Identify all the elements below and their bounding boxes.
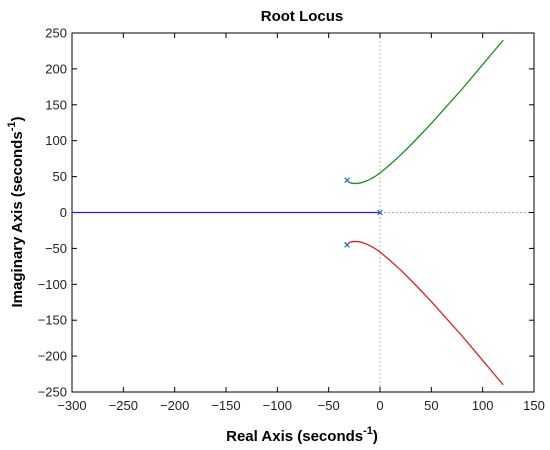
y-tick-label: 200: [45, 61, 67, 76]
x-axis-label-close: ): [373, 428, 378, 445]
y-tick-label: −150: [38, 313, 67, 328]
pole-marker-1: [344, 177, 351, 184]
y-tick-label: −200: [38, 349, 67, 364]
x-tick-label: −150: [211, 398, 240, 413]
y-axis-label: Imaginary Axis (seconds-1): [6, 117, 26, 308]
x-tick-label: 150: [523, 398, 545, 413]
locus-branch-1: [346, 39, 504, 185]
x-axis-label-exponent: -1: [363, 425, 373, 437]
x-tick-label: 50: [424, 398, 438, 413]
pole-marker-2: [344, 241, 351, 248]
x-tick-label: −50: [318, 398, 340, 413]
x-tick-label: −200: [160, 398, 189, 413]
chart-title: Root Locus: [261, 8, 344, 25]
y-axis-label-close: ): [9, 117, 26, 122]
y-tick-label: 250: [45, 26, 67, 41]
poles-layer: [344, 177, 383, 248]
x-tick-label: 100: [472, 398, 494, 413]
x-axis-label: Real Axis (seconds-1): [226, 425, 378, 445]
x-axis-ticks: −300 −250 −200 −150 −100 −50 0 50 100 150: [57, 33, 545, 413]
locus-branch-2: [346, 240, 504, 386]
y-axis-label-exponent: -1: [6, 122, 18, 132]
series-layer: [72, 39, 504, 386]
y-tick-label: 50: [53, 169, 67, 184]
x-tick-label: −100: [263, 398, 292, 413]
y-axis-label-text: Imaginary Axis (seconds: [9, 131, 26, 307]
x-tick-label: 0: [376, 398, 383, 413]
x-tick-label: −250: [109, 398, 138, 413]
y-tick-label: −50: [45, 241, 67, 256]
y-axis-ticks: −250 −200 −150 −100 −50 0 50 100 150 200 250: [38, 26, 534, 400]
x-tick-label: −300: [57, 398, 86, 413]
y-tick-label: 0: [60, 205, 67, 220]
pole-marker-3: [377, 209, 383, 216]
y-tick-label: −250: [38, 385, 67, 400]
y-tick-label: 150: [45, 97, 67, 112]
x-axis-label-text: Real Axis (seconds: [226, 428, 363, 445]
y-tick-label: −100: [38, 277, 67, 292]
y-tick-label: 100: [45, 133, 67, 148]
